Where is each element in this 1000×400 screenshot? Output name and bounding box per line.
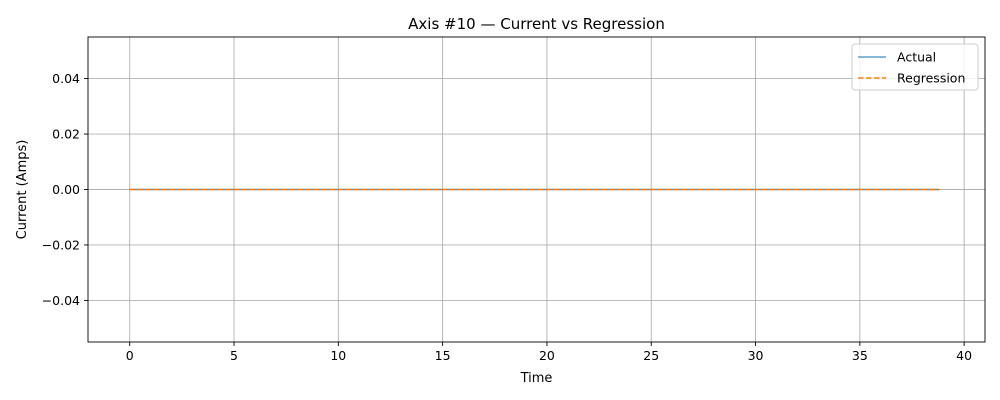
- x-tick-label: 30: [748, 348, 764, 363]
- y-tick-label: −0.02: [42, 237, 80, 252]
- x-tick-label: 35: [852, 348, 868, 363]
- x-tick-label: 15: [435, 348, 451, 363]
- y-axis: −0.04 −0.02 0.00 0.02 0.04: [42, 71, 88, 308]
- x-tick-label: 20: [539, 348, 555, 363]
- y-axis-label: Current (Amps): [15, 140, 30, 240]
- y-tick-label: 0.02: [52, 127, 80, 142]
- x-tick-label: 0: [126, 348, 134, 363]
- legend-label-actual: Actual: [897, 50, 936, 65]
- y-tick-label: 0.00: [52, 182, 80, 197]
- legend-label-regression: Regression: [897, 71, 965, 86]
- x-axis: 0 5 10 15 20 25 30 35 40: [126, 342, 972, 363]
- x-tick-label: 5: [230, 348, 238, 363]
- x-tick-label: 10: [330, 348, 346, 363]
- x-tick-label: 40: [956, 348, 972, 363]
- y-tick-label: −0.04: [42, 293, 80, 308]
- x-axis-label: Time: [520, 371, 553, 386]
- y-tick-label: 0.04: [52, 71, 80, 86]
- chart-title: Axis #10 — Current vs Regression: [408, 15, 665, 33]
- x-tick-label: 25: [643, 348, 659, 363]
- legend: Actual Regression: [851, 43, 979, 91]
